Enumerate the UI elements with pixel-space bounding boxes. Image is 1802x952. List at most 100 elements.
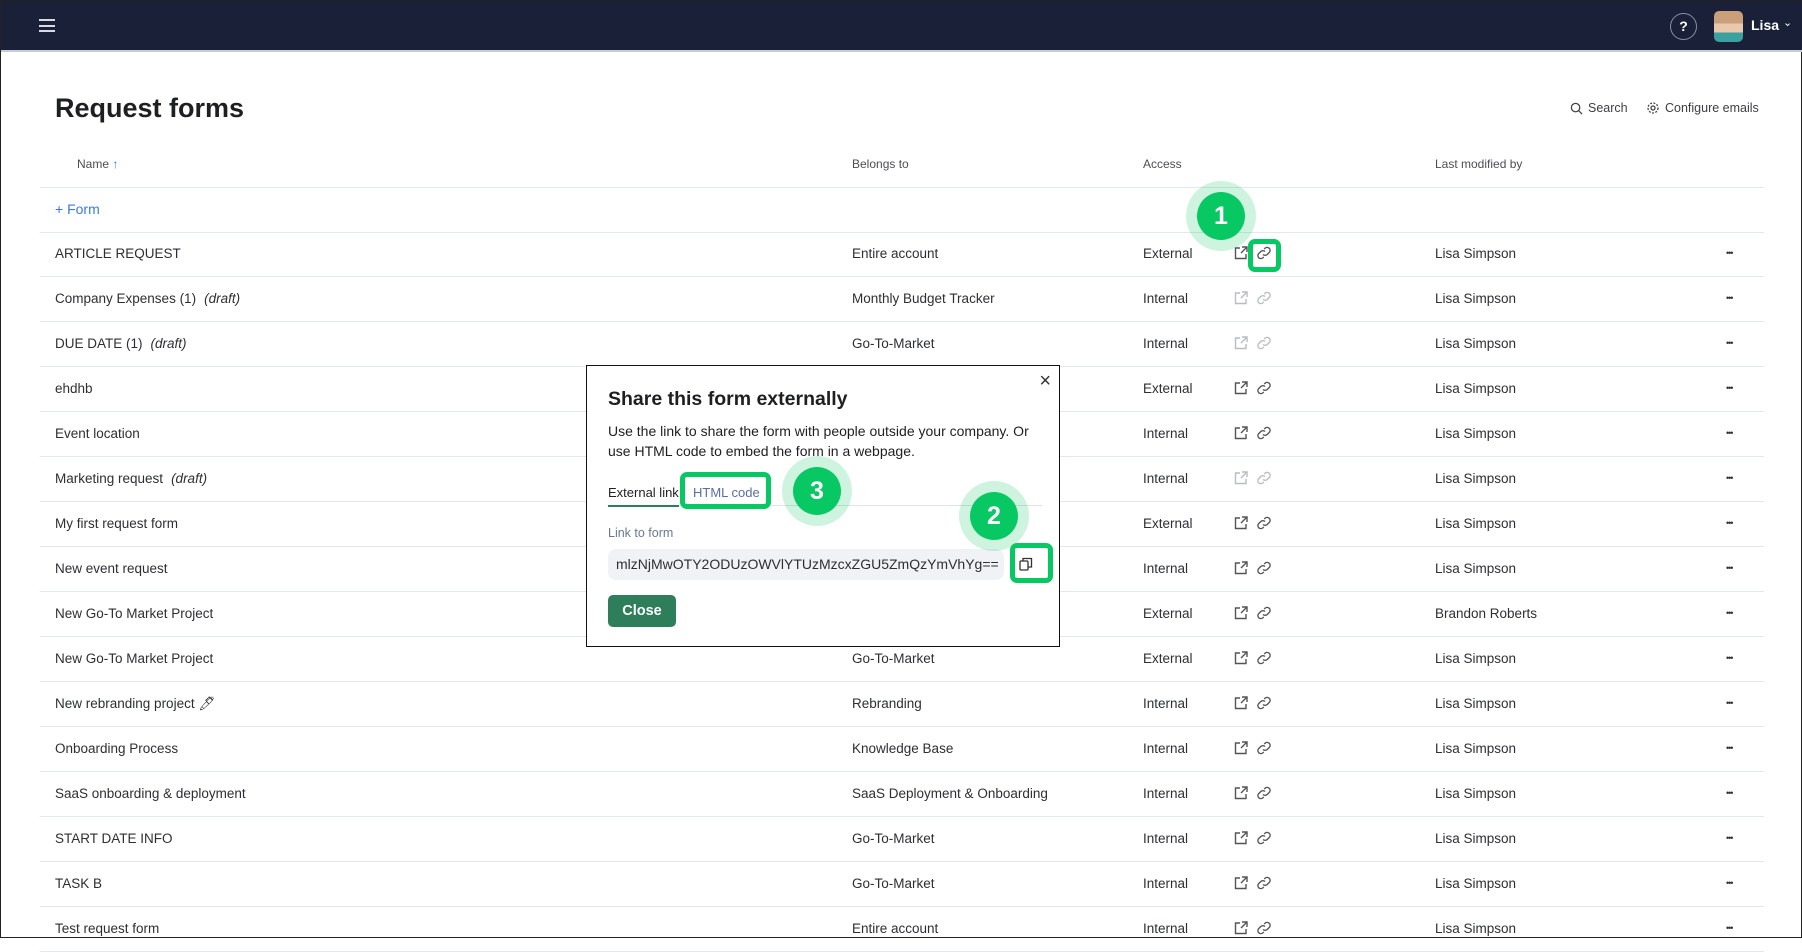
form-name[interactable]: Onboarding Process: [55, 741, 178, 756]
table-row[interactable]: TASK B Go-To-Market Internal Lisa Simpso…: [40, 862, 1764, 907]
form-name[interactable]: Test request form: [55, 921, 159, 936]
more-options-icon[interactable]: •••: [1726, 428, 1734, 438]
more-options-icon[interactable]: •••: [1726, 923, 1734, 933]
close-icon[interactable]: ×: [1039, 370, 1051, 392]
link-icon[interactable]: [1256, 650, 1272, 666]
form-name[interactable]: Marketing request (draft): [55, 471, 207, 486]
open-external-icon[interactable]: [1233, 650, 1249, 666]
table-row[interactable]: SaaS onboarding & deployment SaaS Deploy…: [40, 772, 1764, 817]
access-type: External: [1143, 606, 1193, 621]
form-name[interactable]: New Go-To Market Project: [55, 606, 213, 621]
more-options-icon[interactable]: •••: [1726, 383, 1734, 393]
help-icon[interactable]: ?: [1670, 13, 1697, 40]
more-options-icon[interactable]: •••: [1726, 473, 1734, 483]
open-external-icon[interactable]: [1233, 785, 1249, 801]
close-button[interactable]: Close: [608, 595, 676, 627]
form-name[interactable]: TASK B: [55, 876, 102, 891]
form-name[interactable]: DUE DATE (1) (draft): [55, 336, 187, 351]
search-button[interactable]: Search: [1570, 101, 1628, 115]
link-icon[interactable]: [1256, 290, 1272, 306]
open-external-icon[interactable]: [1233, 290, 1249, 306]
link-icon[interactable]: [1256, 380, 1272, 396]
form-name-text: DUE DATE (1): [55, 336, 143, 351]
column-header-belongs[interactable]: Belongs to: [852, 157, 909, 171]
form-name[interactable]: New rebranding project 🖊: [55, 696, 215, 712]
more-options-icon[interactable]: •••: [1726, 563, 1734, 573]
link-icon[interactable]: [1256, 875, 1272, 891]
open-external-icon[interactable]: [1233, 515, 1249, 531]
table-row[interactable]: New rebranding project 🖊 Rebranding Inte…: [40, 682, 1764, 727]
table-row[interactable]: DUE DATE (1) (draft) Go-To-Market Interna…: [40, 322, 1764, 367]
open-external-icon[interactable]: [1233, 740, 1249, 756]
more-options-icon[interactable]: •••: [1726, 293, 1734, 303]
open-external-icon[interactable]: [1233, 425, 1249, 441]
open-external-icon[interactable]: [1233, 920, 1249, 936]
link-icon[interactable]: [1256, 740, 1272, 756]
more-options-icon[interactable]: •••: [1726, 743, 1734, 753]
more-options-icon[interactable]: •••: [1726, 518, 1734, 528]
form-name[interactable]: New Go-To Market Project: [55, 651, 213, 666]
more-options-icon[interactable]: •••: [1726, 608, 1734, 618]
tab-html-code[interactable]: HTML code: [693, 485, 760, 500]
open-external-icon[interactable]: [1233, 560, 1249, 576]
copy-icon[interactable]: [1019, 557, 1033, 571]
form-name[interactable]: SaaS onboarding & deployment: [55, 786, 246, 801]
link-icon[interactable]: [1256, 920, 1272, 936]
belongs-to: Entire account: [852, 246, 939, 261]
belongs-to: Rebranding: [852, 696, 922, 711]
form-name-text: New Go-To Market Project: [55, 651, 214, 666]
more-options-icon[interactable]: •••: [1726, 788, 1734, 798]
link-icon[interactable]: [1256, 695, 1272, 711]
last-modified-by: Lisa Simpson: [1435, 786, 1517, 801]
more-options-icon[interactable]: •••: [1726, 653, 1734, 663]
form-name[interactable]: ARTICLE REQUEST: [55, 246, 181, 261]
form-name[interactable]: Company Expenses (1) (draft): [55, 291, 240, 306]
form-name[interactable]: ehdhb: [55, 381, 93, 396]
link-icon[interactable]: [1256, 560, 1272, 576]
table-row[interactable]: Test request form Entire account Interna…: [40, 907, 1764, 952]
tab-external-link[interactable]: External link: [608, 485, 679, 507]
link-icon[interactable]: [1256, 785, 1272, 801]
form-name[interactable]: START DATE INFO: [55, 831, 173, 846]
link-field[interactable]: mlzNjMwOTY2ODUzOWVlYTUzMzcxZGU5ZmQzYmVhY…: [608, 549, 1004, 580]
link-icon[interactable]: [1256, 830, 1272, 846]
open-external-icon[interactable]: [1233, 605, 1249, 621]
more-options-icon[interactable]: •••: [1726, 338, 1734, 348]
column-header-access[interactable]: Access: [1143, 157, 1182, 171]
access-type: Internal: [1143, 561, 1189, 576]
table-row[interactable]: Onboarding Process Knowledge Base Intern…: [40, 727, 1764, 772]
form-name-text: Event location: [55, 426, 140, 441]
add-form-button[interactable]: + Form: [55, 201, 100, 217]
hamburger-menu-icon[interactable]: [39, 19, 55, 32]
open-external-icon[interactable]: [1233, 380, 1249, 396]
more-options-icon[interactable]: •••: [1726, 248, 1734, 258]
configure-emails-button[interactable]: Configure emails: [1646, 101, 1759, 115]
open-external-icon[interactable]: [1233, 875, 1249, 891]
table-row[interactable]: START DATE INFO Go-To-Market Internal Li…: [40, 817, 1764, 862]
form-name[interactable]: Event location: [55, 426, 140, 441]
chevron-down-icon[interactable]: ⌄: [1783, 17, 1793, 29]
open-external-icon[interactable]: [1233, 245, 1249, 261]
table-row[interactable]: New Go-To Market Project Go-To-Market Ex…: [40, 637, 1764, 682]
form-name[interactable]: New event request: [55, 561, 168, 576]
user-name[interactable]: Lisa: [1751, 17, 1780, 33]
column-header-name[interactable]: Name ↑: [77, 157, 118, 171]
more-options-icon[interactable]: •••: [1726, 833, 1734, 843]
open-external-icon[interactable]: [1233, 335, 1249, 351]
open-external-icon[interactable]: [1233, 695, 1249, 711]
more-options-icon[interactable]: •••: [1726, 878, 1734, 888]
link-icon[interactable]: [1256, 605, 1272, 621]
link-icon[interactable]: [1256, 515, 1272, 531]
link-icon[interactable]: [1256, 470, 1272, 486]
open-external-icon[interactable]: [1233, 830, 1249, 846]
open-external-icon[interactable]: [1233, 470, 1249, 486]
avatar[interactable]: [1714, 11, 1743, 42]
table-row[interactable]: Company Expenses (1) (draft) Monthly Budg…: [40, 277, 1764, 322]
column-header-modified[interactable]: Last modified by: [1435, 157, 1523, 171]
form-name[interactable]: My first request form: [55, 516, 178, 531]
link-icon[interactable]: [1256, 425, 1272, 441]
more-options-icon[interactable]: •••: [1726, 698, 1734, 708]
link-icon[interactable]: [1256, 245, 1272, 261]
table-row[interactable]: ARTICLE REQUEST Entire account External …: [40, 232, 1764, 277]
link-icon[interactable]: [1256, 335, 1272, 351]
